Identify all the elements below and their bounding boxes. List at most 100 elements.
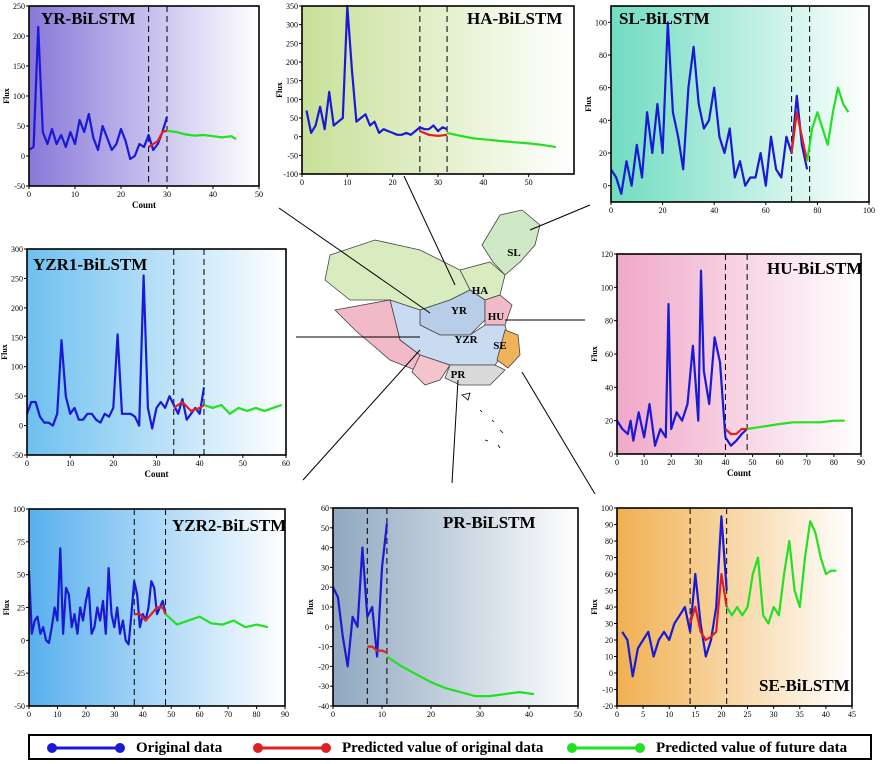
x-tick-label: 30 [476, 710, 484, 719]
series-line-original [305, 4, 448, 136]
x-tick-label: 30 [110, 710, 118, 719]
y-tick-label: 40 [605, 603, 613, 612]
series-line-predicted-original [724, 427, 748, 436]
series-line-original [27, 547, 167, 646]
y-tick-label: -10 [318, 643, 329, 652]
connector-line [302, 349, 421, 481]
y-tick-label: 60 [605, 570, 613, 579]
chart-yzr1: 0 10 20 30 40 50 60-50050100150200250300FluxCo… [0, 245, 290, 479]
plot-background [617, 508, 852, 706]
y-tick-label: -10 [602, 686, 613, 695]
y-tick-label: 50 [290, 114, 298, 123]
legend-item-original: Original data [46, 738, 222, 758]
x-tick-label: 90 [281, 710, 289, 719]
x-tick-label: 20 [109, 459, 117, 468]
map-label-pr: PR [451, 369, 467, 381]
x-axis-label: Count [727, 468, 751, 478]
y-tick-label: 40 [599, 116, 607, 125]
plot-background [617, 254, 861, 454]
y-tick-label: 50 [15, 392, 23, 401]
chart-title: YZR2-BiLSTM [172, 516, 286, 535]
chart-sl: 0 20 40 60 80 100 0 20 40 60 80 100 Flux SL-BiLSTM [584, 5, 875, 215]
x-tick-label: 15 [691, 710, 699, 719]
y-tick-label: -100 [283, 170, 298, 179]
x-tick-label: 0 [27, 190, 31, 199]
x-tick-label: 40 [822, 710, 830, 719]
x-tick-label: 80 [830, 458, 838, 467]
y-tick-label: 25 [17, 604, 25, 613]
y-tick-label: 60 [605, 350, 613, 359]
chart-title: SL-BiLSTM [619, 9, 710, 28]
series-line-predicted-future [725, 520, 837, 625]
series-line-original [621, 515, 728, 678]
x-tick-label: 5 [641, 710, 645, 719]
x-tick-label: 0 [25, 459, 29, 468]
x-tick-label: 60 [762, 206, 770, 215]
region-pr [444, 364, 506, 386]
x-tick-label: 100 [863, 206, 875, 215]
series-line-predicted-future [446, 131, 557, 149]
region-sl [481, 209, 541, 276]
x-tick-label: 0 [27, 710, 31, 719]
china-map: SL HA YR HU YZR SE PR [324, 209, 541, 449]
y-axis-label: Flux [0, 344, 9, 360]
chart-pr: 0 10 20 30 40 50 -40 -30 -20 -10 0 10 20 30 40 50 60 Flux… [306, 504, 582, 719]
x-tick-label: 10 [665, 710, 673, 719]
connector-line [278, 207, 431, 314]
plot-background [611, 6, 869, 202]
x-tick-label: 50 [239, 459, 247, 468]
plot-background [333, 508, 578, 706]
series-line-predicted-original [689, 572, 728, 642]
y-tick-label: 150 [11, 333, 23, 342]
y-tick-label: -50 [14, 702, 25, 711]
x-tick-label: 10 [71, 190, 79, 199]
chart-title: YZR1-BiLSTM [33, 255, 147, 274]
plot-background [29, 6, 259, 186]
x-tick-label: 40 [209, 190, 217, 199]
y-tick-label: 250 [11, 274, 23, 283]
x-tick-label: 25 [744, 710, 752, 719]
x-tick-label: 50 [749, 458, 757, 467]
x-tick-label: 50 [574, 710, 582, 719]
y-tick-label: 200 [11, 304, 23, 313]
y-tick-label: 20 [599, 149, 607, 158]
x-tick-label: 30 [770, 710, 778, 719]
map-label-sl: SL [507, 247, 520, 259]
y-tick-label: 350 [286, 2, 298, 11]
x-tick-label: 10 [53, 710, 61, 719]
connector-line [529, 204, 591, 231]
series-line-predicted-original [134, 606, 167, 622]
x-tick-label: 40 [710, 206, 718, 215]
x-tick-label: 30 [153, 459, 161, 468]
x-tick-label: 60 [196, 710, 204, 719]
x-tick-label: 35 [796, 710, 804, 719]
y-tick-label: 100 [595, 18, 607, 27]
region-sw [411, 354, 451, 386]
y-tick-label: 100 [601, 504, 613, 513]
x-tick-label: 60 [282, 459, 290, 468]
x-tick-label: 50 [255, 190, 263, 199]
y-tick-label: 20 [605, 636, 613, 645]
x-tick-label: 40 [196, 459, 204, 468]
y-tick-label: 60 [599, 84, 607, 93]
y-tick-label: -30 [318, 682, 329, 691]
chart-se: 0 5 10 15 20 25 30 35 40 45 -20 -10 0 10 20 30 40 50 60 70 8… [590, 504, 856, 719]
x-tick-label: 40 [479, 178, 487, 187]
x-tick-label: 30 [163, 190, 171, 199]
y-tick-label: -50 [12, 451, 23, 460]
y-tick-label: 100 [13, 505, 25, 514]
region-islands [461, 392, 504, 449]
series-line-predicted-future [386, 655, 535, 698]
map-label-se: SE [493, 340, 506, 352]
legend-label-predicted-future: Predicted value of future data [656, 739, 848, 756]
y-axis-label: Flux [584, 96, 593, 112]
x-tick-label: 45 [848, 710, 856, 719]
plot-background [27, 249, 286, 455]
y-tick-label: 0 [325, 623, 329, 632]
x-tick-label: 10 [66, 459, 74, 468]
chart-hu: 0 10 20 30 40 50 60 70 80 90 0 20 40 60 80 100 120 Flux Co… [590, 250, 865, 478]
x-tick-label: 40 [721, 458, 729, 467]
y-tick-label: 40 [605, 383, 613, 392]
y-tick-label: -40 [318, 702, 329, 711]
series-line-predicted-future [746, 419, 845, 431]
